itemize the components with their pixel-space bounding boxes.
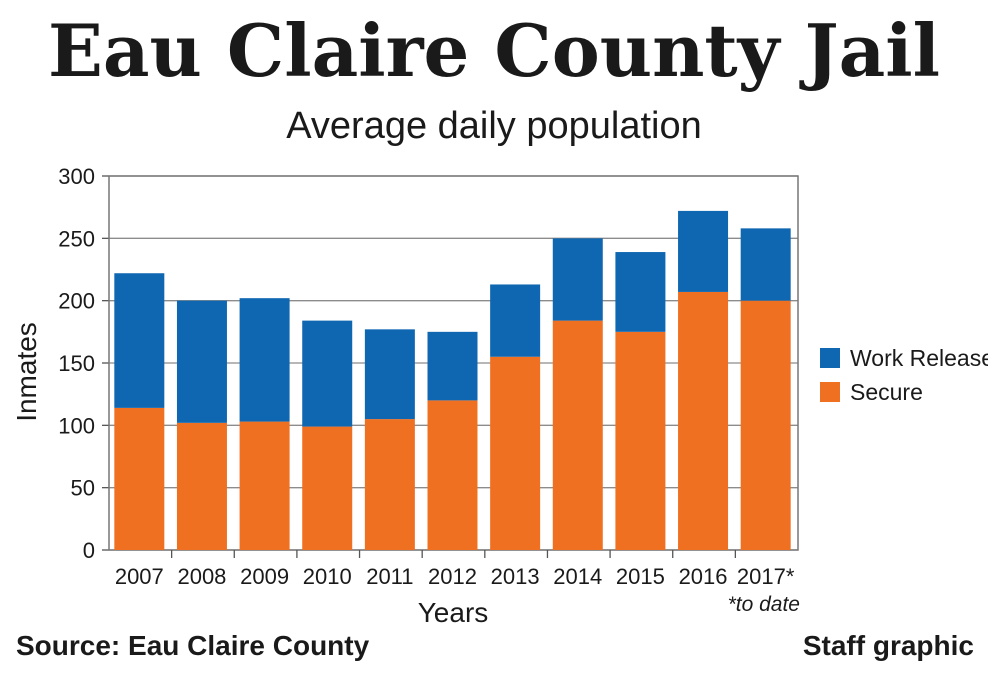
bar-secure-2011 xyxy=(364,419,415,550)
bar-work-release-2017 xyxy=(740,228,791,301)
bar-work-release-2008 xyxy=(176,300,227,423)
source-note: Source: Eau Claire County xyxy=(16,630,370,661)
bar-work-release-2013 xyxy=(490,284,541,357)
chart-title: Eau Claire County Jail xyxy=(47,8,941,93)
chart-subtitle: Average daily population xyxy=(286,105,702,147)
x-tick-label: 2011 xyxy=(366,564,413,589)
bar-secure-2009 xyxy=(239,421,290,550)
x-tick-label: 2008 xyxy=(177,564,226,589)
y-tick-label: 0 xyxy=(83,538,95,563)
y-axis-label: Inmates xyxy=(11,322,42,422)
y-tick-label: 50 xyxy=(71,476,95,501)
x-tick-label: 2015 xyxy=(616,564,665,589)
x-tick-label: 2013 xyxy=(491,564,540,589)
x-tick-label: 2007 xyxy=(115,564,164,589)
x-tick-label: 2016 xyxy=(679,564,728,589)
bar-work-release-2014 xyxy=(552,238,603,321)
x-tick-label: 2017* xyxy=(737,564,795,589)
bar-secure-2016 xyxy=(678,291,729,550)
legend-swatch-work-release xyxy=(820,348,840,368)
to-date-note: *to date xyxy=(728,593,800,616)
bar-secure-2017 xyxy=(740,300,791,550)
y-tick-label: 150 xyxy=(58,351,95,376)
bar-work-release-2011 xyxy=(364,329,415,420)
y-tick-label: 250 xyxy=(58,226,95,251)
bar-secure-2010 xyxy=(302,426,353,550)
x-axis-label: Years xyxy=(418,597,489,628)
bar-work-release-2007 xyxy=(114,273,165,408)
bar-work-release-2015 xyxy=(615,252,666,332)
bar-secure-2013 xyxy=(490,356,541,550)
legend-label-work-release: Work Release xyxy=(850,345,988,371)
bar-secure-2008 xyxy=(176,422,227,550)
legend-swatch-secure xyxy=(820,382,840,402)
y-tick-label: 200 xyxy=(58,289,95,314)
staff-credit: Staff graphic xyxy=(802,630,974,661)
y-tick-label: 100 xyxy=(58,413,95,438)
bar-work-release-2012 xyxy=(427,331,478,401)
x-tick-label: 2010 xyxy=(303,564,352,589)
x-tick-label: 2012 xyxy=(428,564,477,589)
bar-work-release-2009 xyxy=(239,298,290,422)
bar-secure-2012 xyxy=(427,400,478,550)
bar-secure-2014 xyxy=(552,320,603,550)
bar-secure-2015 xyxy=(615,331,666,550)
x-tick-label: 2009 xyxy=(240,564,289,589)
y-tick-label: 300 xyxy=(58,164,95,189)
bar-work-release-2016 xyxy=(678,210,729,292)
legend-label-secure: Secure xyxy=(850,379,923,405)
x-tick-label: 2014 xyxy=(553,564,602,589)
bar-secure-2007 xyxy=(114,407,165,550)
bar-work-release-2010 xyxy=(302,320,353,427)
